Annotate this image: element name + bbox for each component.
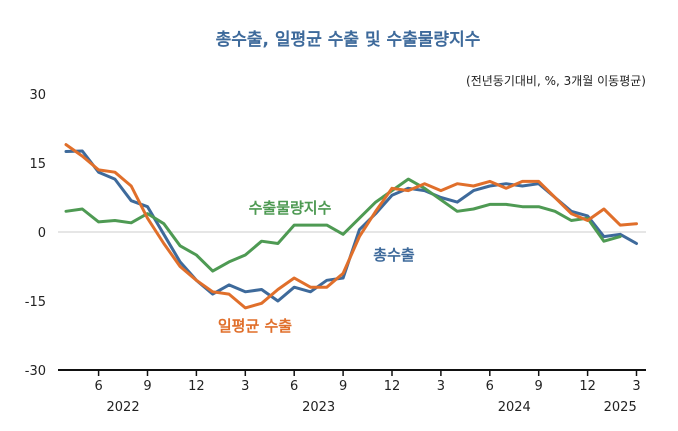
x-tick-label: 9 (339, 379, 347, 394)
x-tick-label: 9 (535, 379, 543, 394)
y-axis: 30 15 0 -15 -30 (25, 88, 46, 379)
y-tick-label: -30 (25, 364, 46, 379)
x-year-label: 2025 (604, 400, 637, 415)
x-tick-label: 12 (579, 379, 596, 394)
chart-title: 총수출, 일평균 수출 및 수출물량지수 (216, 30, 481, 50)
series-lines (64, 143, 638, 310)
series-line-daily (64, 143, 638, 310)
series-label-daily: 일평균 수출 (218, 317, 292, 335)
x-year-label: 2024 (498, 400, 531, 415)
x-tick-label: 3 (437, 379, 445, 394)
x-tick-label: 12 (384, 379, 401, 394)
x-tick-label: 12 (188, 379, 205, 394)
series-line-volume (64, 177, 622, 273)
y-tick-label: 30 (29, 88, 46, 103)
x-tick-label: 6 (290, 379, 298, 394)
y-tick-label: 0 (38, 226, 46, 241)
x-tick-label: 6 (94, 379, 102, 394)
y-tick-label: -15 (25, 295, 46, 310)
x-year-label: 2022 (107, 400, 140, 415)
x-tick-label: 3 (241, 379, 249, 394)
x-tick-label: 6 (486, 379, 494, 394)
x-axis-ticks: 6 9 12 3 6 9 12 3 6 9 12 3 (94, 370, 641, 394)
chart-subtitle: (전년동기대비, %, 3개월 이동평균) (466, 74, 646, 88)
x-tick-label: 3 (632, 379, 640, 394)
x-tick-label: 9 (143, 379, 151, 394)
y-tick-label: 15 (29, 157, 46, 172)
x-year-label: 2023 (302, 400, 335, 415)
x-axis-years: 2022 2023 2024 2025 (107, 400, 637, 415)
series-label-total: 총수출 (373, 246, 415, 264)
series-label-volume: 수출물량지수 (249, 199, 332, 217)
